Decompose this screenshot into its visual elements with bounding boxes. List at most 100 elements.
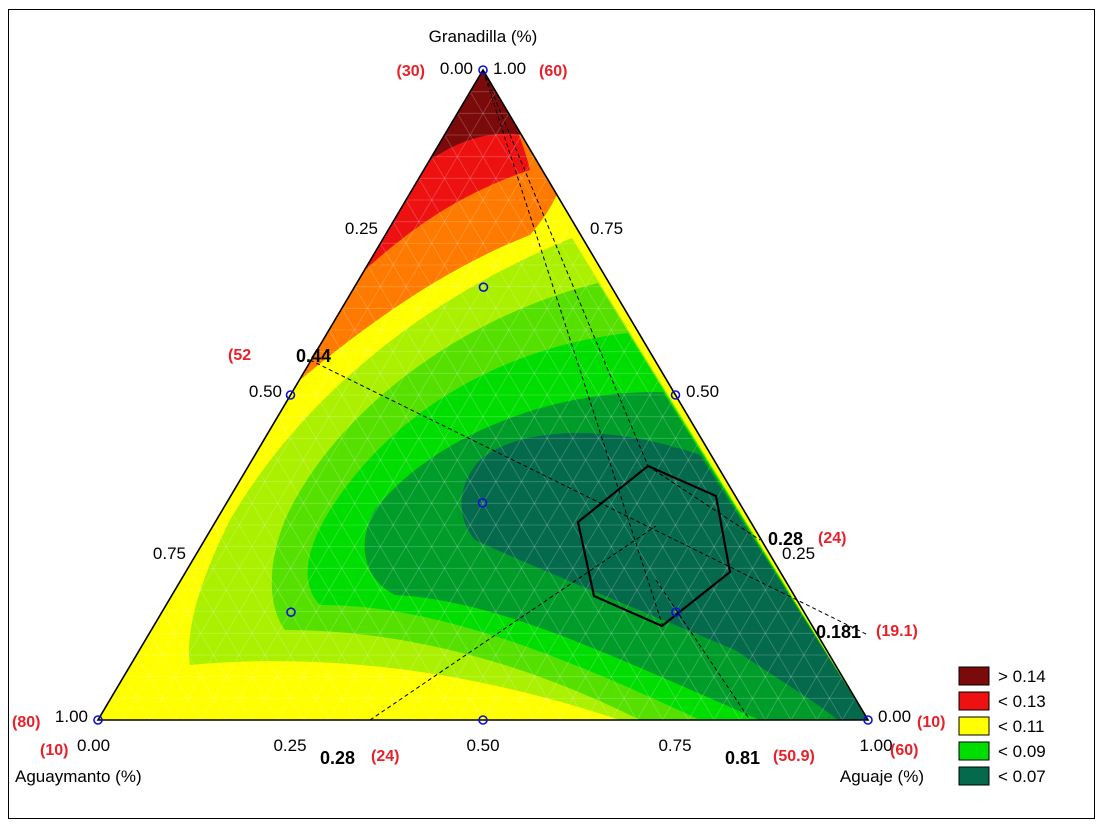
mesh-line <box>392 221 689 720</box>
mesh-line <box>174 589 253 720</box>
mesh-line <box>200 156 535 720</box>
mesh-line <box>713 589 792 720</box>
mesh-line <box>290 394 484 720</box>
mesh-grid <box>110 91 856 720</box>
mesh-line <box>636 524 753 720</box>
design-points <box>93 65 873 725</box>
mesh-line <box>187 568 279 720</box>
red-top-right: (60) <box>539 63 567 80</box>
mesh-line <box>341 308 587 720</box>
guide-line <box>369 525 657 721</box>
tick-bottom-4: 1.00 <box>859 736 892 755</box>
red-bottom-mid: (24) <box>371 748 399 765</box>
mesh-line <box>559 459 715 720</box>
contour-regions <box>98 70 868 720</box>
mesh-line <box>610 503 741 720</box>
mesh-line <box>315 351 535 720</box>
mesh-line <box>264 438 433 720</box>
legend: > 0.14 < 0.13 < 0.11 < 0.09 < 0.07 <box>958 666 1046 786</box>
legend-label: < 0.13 <box>998 692 1046 711</box>
mesh-line <box>136 654 176 720</box>
design-point <box>478 715 488 725</box>
guide-line <box>482 69 649 467</box>
mesh-line <box>662 546 766 720</box>
mesh-line <box>251 459 407 720</box>
design-point <box>670 390 681 400</box>
annotation-right-upper: 0.28 <box>768 529 803 549</box>
tick-right-corner: 0.00 <box>878 707 911 726</box>
right-axis-title: Aguaje (%) <box>840 767 924 786</box>
legend-swatch <box>958 691 990 711</box>
legend-label: > 0.14 <box>998 667 1046 686</box>
left-axis-title: Aguaymanto (%) <box>15 767 142 786</box>
tick-left-2: 0.50 <box>249 382 282 401</box>
annotation-left: 0.44 <box>296 346 331 366</box>
mesh-line <box>123 91 497 720</box>
mesh-line <box>328 264 599 720</box>
design-point <box>478 282 489 292</box>
tick-right-2: 0.50 <box>686 382 719 401</box>
mesh-line <box>354 286 612 720</box>
red-left-corner: (80) <box>12 714 40 731</box>
mesh-line <box>431 156 766 720</box>
guide-lines <box>309 69 869 721</box>
mesh-line <box>405 329 638 720</box>
red-bottom-left-corner: (10) <box>40 742 68 759</box>
mesh-line <box>148 113 510 720</box>
guide-line <box>309 359 869 636</box>
legend-label: < 0.11 <box>998 717 1044 736</box>
mesh-line <box>379 243 664 720</box>
tick-left-corner: 1.00 <box>55 707 88 726</box>
mesh-line <box>508 416 689 720</box>
tick-bottom-2: 0.50 <box>466 736 499 755</box>
mesh-line <box>816 676 843 720</box>
legend-swatch <box>958 716 990 736</box>
red-right-upper: (24) <box>818 530 846 547</box>
design-point <box>863 715 873 725</box>
contour-darkred <box>430 70 522 160</box>
mesh-line <box>533 438 702 720</box>
mesh-line <box>200 546 304 720</box>
mesh-line <box>148 633 202 720</box>
mesh-line <box>764 633 818 720</box>
mesh-line <box>213 524 330 720</box>
mesh-line <box>238 481 381 720</box>
mesh-line <box>302 243 587 720</box>
mesh-line <box>431 351 651 720</box>
tick-top-right: 1.00 <box>493 59 526 78</box>
mesh-line <box>277 221 574 720</box>
mesh-line <box>161 611 227 720</box>
mesh-line <box>367 264 638 720</box>
guide-line <box>482 69 665 631</box>
red-bottom-right: (50.9) <box>773 748 815 765</box>
tick-bottom-1: 0.25 <box>273 736 306 755</box>
red-right-corner-upper: (10) <box>917 714 945 731</box>
mesh-line <box>585 481 728 720</box>
legend-label: < 0.09 <box>998 742 1046 761</box>
triangle-outline <box>96 68 870 721</box>
red-right-corner-lower: (60) <box>890 742 918 759</box>
legend-swatch <box>958 766 990 786</box>
annotation-bottom-left: 0.28 <box>320 748 355 768</box>
red-left-upper: (52 <box>228 347 251 364</box>
mesh-line <box>418 178 741 720</box>
mesh-line <box>456 113 818 720</box>
tick-left-1: 0.25 <box>345 219 378 238</box>
annotation-right-lower: 0.181 <box>816 622 861 642</box>
optimum-region <box>576 464 732 628</box>
tick-right-1: 0.75 <box>590 219 623 238</box>
mesh-line <box>225 178 548 720</box>
design-point <box>285 390 296 400</box>
design-point <box>477 498 488 508</box>
mesh-line <box>739 611 805 720</box>
red-right-lower: (19.1) <box>876 623 918 640</box>
mesh-line <box>123 676 150 720</box>
design-point <box>286 607 296 617</box>
annotation-bottom-right: 0.81 <box>725 748 760 768</box>
legend-swatch <box>958 666 990 686</box>
mesh-line <box>841 698 856 720</box>
red-top-left: (30) <box>397 63 425 80</box>
mesh-line <box>277 416 458 720</box>
mesh-line <box>405 199 715 720</box>
